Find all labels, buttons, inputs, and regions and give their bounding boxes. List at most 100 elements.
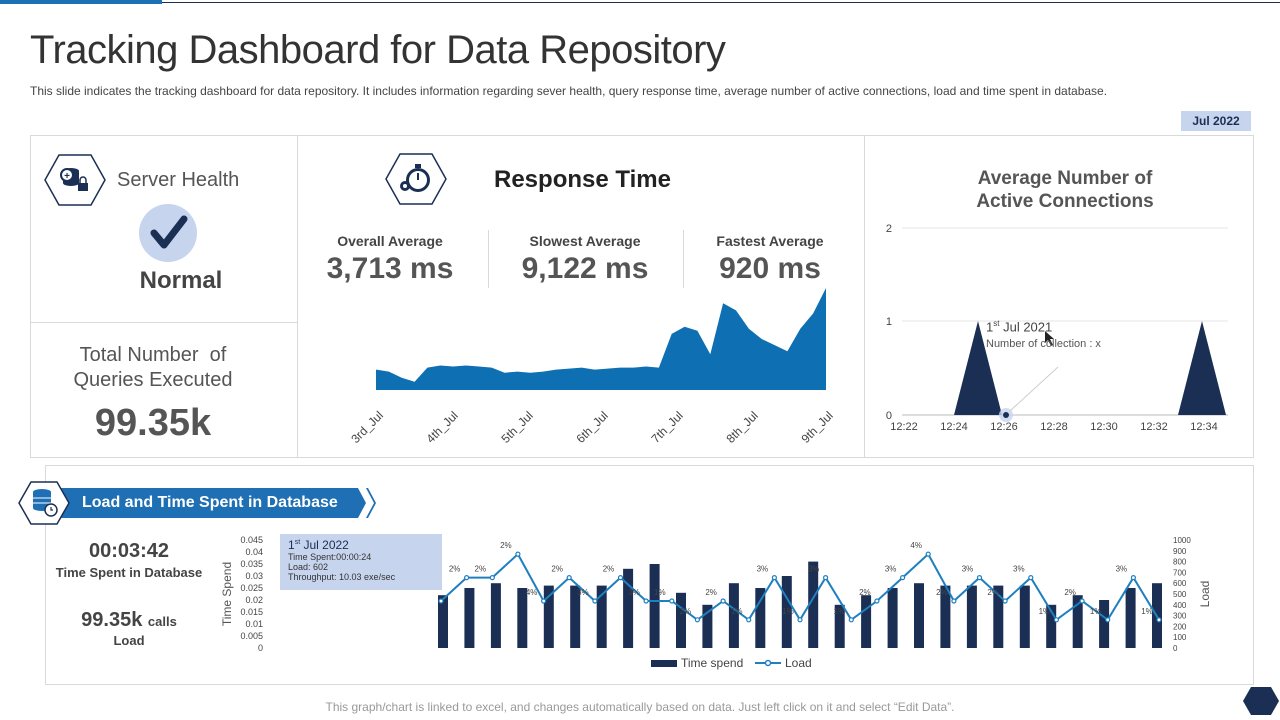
load-point [1156, 617, 1162, 623]
time-spend-bar [728, 583, 739, 648]
legend-time-spend[interactable]: Time spend [651, 656, 743, 670]
date-badge[interactable]: Jul 2022 [1181, 111, 1251, 131]
load-tooltip-line1: Time Spent:00:00:24 [288, 552, 372, 562]
load-percent-label: 2% [475, 565, 487, 574]
left-tick-label: 0.035 [240, 559, 263, 569]
queries-label-line2: Queries Executed [73, 369, 233, 391]
load-point [617, 574, 624, 581]
load-point [643, 598, 649, 604]
load-point [566, 574, 572, 581]
load-percent-label: 3% [628, 588, 640, 597]
time-spend-bar [1072, 595, 1083, 648]
time-spend-bar [993, 585, 1004, 648]
slowest-average-value: 9,122 ms [521, 252, 649, 285]
load-point [720, 598, 726, 604]
load-point [797, 617, 803, 623]
load-percent-label: 3% [577, 588, 589, 597]
x-tick-label: 7th_Jul [649, 409, 686, 446]
load-tooltip-date-prefix: 1 [288, 538, 295, 552]
response-divider [683, 230, 684, 288]
load-percent-label: 2% [449, 565, 461, 574]
left-tick-label: 0.025 [240, 583, 263, 593]
time-spent-value: 00:03:42 [88, 540, 170, 562]
load-percent-label: 1% [731, 607, 743, 616]
right-tick-label: 800 [1173, 558, 1187, 567]
load-percent-labels: 2% 2% 2% 4% 2% 3% 2% 3% 1% 2% 2% 1% 3% 1% 3% 1% 2% 3% 4% 2%… [449, 541, 1153, 616]
time-spend-bar [570, 585, 581, 648]
load-point [694, 617, 700, 623]
calls-value: 99.35k calls [40, 609, 218, 632]
load-percent-label: 3% [757, 565, 769, 574]
server-health-label: Server Health [117, 169, 240, 191]
load-tooltip-date-value: Jul 2022 [303, 538, 349, 552]
load-point [1053, 617, 1060, 623]
load-point [464, 574, 470, 581]
hover-point[interactable] [1003, 412, 1009, 418]
left-tick-label: 0.005 [240, 631, 263, 641]
load-point [592, 598, 598, 604]
svg-text:+: + [64, 171, 70, 182]
connections-title-line2: Active Connections [976, 191, 1154, 212]
slowest-average-label: Slowest Average [529, 233, 641, 249]
y-tick-label: 1 [886, 316, 892, 328]
right-axis-label: Load [1198, 580, 1212, 608]
calls-number: 99.35k [81, 609, 143, 631]
load-banner-shape [60, 488, 376, 518]
response-time-area-chart[interactable]: 3rd_Jul 4th_Jul 5th_Jul 6th_Jul 7th_Jul 8th_J… [330, 280, 840, 450]
load-points [438, 551, 1162, 623]
load-tooltip-date: 1st Jul 2022 [288, 538, 434, 552]
load-percent-label: 1% [834, 607, 846, 616]
queries-value: 99.35k [94, 402, 212, 444]
load-point [976, 574, 983, 581]
y-tick-label: 2 [886, 223, 892, 235]
time-spend-bar [1019, 585, 1030, 648]
x-tick-label: 4th_Jul [424, 409, 461, 446]
x-tick-label: 12:22 [890, 421, 918, 433]
load-percent-label: 1% [654, 588, 666, 597]
load-tooltip: 1st Jul 2022 Time Spent:00:00:24 Load: 6… [280, 534, 442, 590]
time-spend-bar [755, 588, 766, 648]
tooltip-date-prefix: 1 [986, 319, 994, 335]
load-point [746, 617, 752, 623]
response-divider [488, 230, 489, 288]
load-percent-label: 1% [782, 607, 794, 616]
load-point [515, 551, 521, 557]
load-percent-label: 4% [910, 541, 922, 550]
time-spend-bar [940, 585, 951, 648]
right-tick-label: 1000 [1173, 536, 1191, 545]
load-percent-label: 3% [885, 565, 897, 574]
cursor-icon [1045, 331, 1054, 346]
load-time-chart[interactable]: 0.045 0.04 0.035 0.03 0.025 0.02 0.015 0.01 0.00… [215, 530, 1225, 680]
left-tick-label: 0.01 [245, 619, 263, 629]
right-tick-label: 500 [1173, 590, 1187, 599]
checkmark-icon [139, 204, 197, 262]
database-clock-icon [18, 481, 70, 525]
x-tick-label: 12:26 [990, 421, 1018, 433]
x-tick-label: 12:24 [940, 421, 968, 433]
page-subtitle: This slide indicates the tracking dashbo… [30, 84, 1108, 98]
time-spend-bar [1046, 604, 1057, 648]
time-spend-bar [781, 576, 792, 648]
x-tick-label: 12:28 [1040, 421, 1068, 433]
x-tick-label: 9th_Jul [799, 409, 836, 446]
time-spend-bar [438, 595, 448, 648]
load-point [1105, 617, 1111, 623]
response-time-x-axis: 3rd_Jul 4th_Jul 5th_Jul 6th_Jul 7th_Jul 8th_J… [348, 408, 835, 446]
load-percent-label: 2% [859, 588, 871, 597]
database-lock-icon: + [44, 154, 106, 206]
load-percent-label: 1% [1141, 607, 1153, 616]
legend-load[interactable]: Load [755, 656, 812, 670]
load-percent-label: 3% [808, 565, 820, 574]
y-tick-label: 0 [886, 410, 892, 422]
time-spend-bar [808, 561, 819, 648]
calls-unit: calls [147, 614, 177, 629]
load-banner-title: Load and Time Spent in Database [82, 494, 338, 511]
connections-chart[interactable]: 2 1 0 12:22 12:24 12:26 12:28 12:30 12:32 12:34 [870, 215, 1250, 440]
left-tick-label: 0.045 [240, 535, 263, 545]
load-percent-label: 2% [987, 588, 999, 597]
connections-x-axis: 12:22 12:24 12:26 12:28 12:30 12:32 12:34 [890, 421, 1218, 433]
overall-average-label: Overall Average [337, 233, 443, 249]
load-point [925, 551, 931, 557]
time-spend-bar [676, 592, 686, 648]
